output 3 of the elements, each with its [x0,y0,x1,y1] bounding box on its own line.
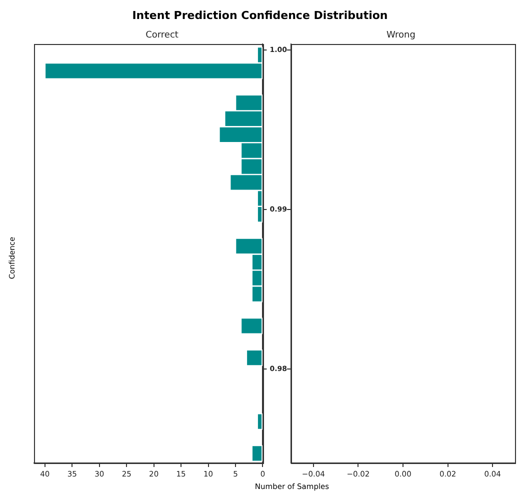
chart-title: Intent Prediction Confidence Distribution [131,9,389,22]
chart-subtitle: Wrong [386,30,416,41]
chart-subtitle: Correct [146,30,179,41]
